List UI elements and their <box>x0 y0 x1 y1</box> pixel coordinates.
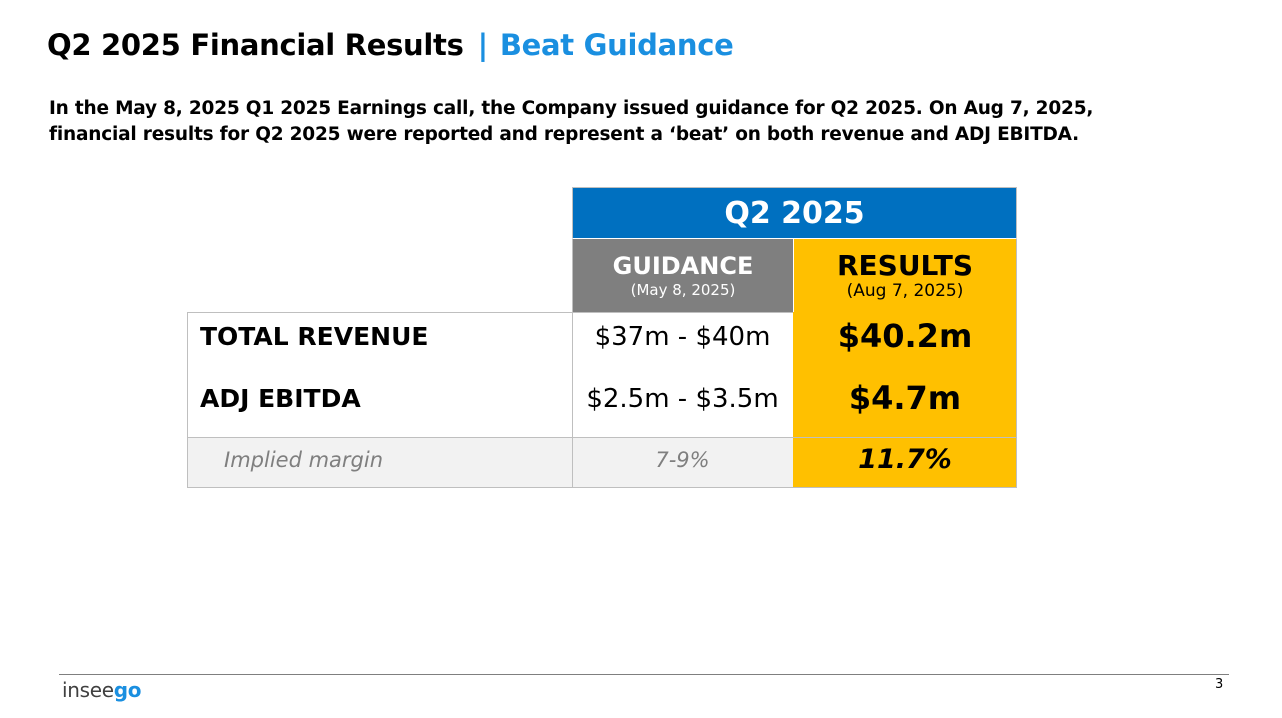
title-separator: | <box>477 28 489 62</box>
margin-row <box>187 437 793 488</box>
guidance-header-date: (May 8, 2025) <box>630 280 736 299</box>
logo-prefix: insee <box>62 678 114 702</box>
results-header-date: (Aug 7, 2025) <box>846 280 964 301</box>
result-adj-ebitda: $4.7m <box>848 379 962 417</box>
title-main: Q2 2025 Financial Results <box>47 28 464 62</box>
results-header-label: RESULTS <box>836 248 974 282</box>
guidance-column <box>572 312 793 437</box>
row-label-implied-margin: Implied margin <box>224 448 384 472</box>
page-number: 3 <box>1215 677 1224 692</box>
row-label-total-revenue: TOTAL REVENUE <box>200 322 429 351</box>
guidance-header: GUIDANCE (May 8, 2025) <box>572 238 793 312</box>
results-header: RESULTS (Aug 7, 2025) <box>793 238 1017 312</box>
margin-row-divider <box>572 437 573 488</box>
result-implied-margin: 11.7% <box>858 444 952 475</box>
guidance-implied-margin: 7-9% <box>655 448 710 472</box>
guidance-header-label: GUIDANCE <box>612 251 754 280</box>
period-header: Q2 2025 <box>572 187 1017 238</box>
metric-label-column <box>187 312 573 437</box>
inseego-logo: inseego <box>62 678 142 702</box>
slide-subtitle: In the May 8, 2025 Q1 2025 Earnings call… <box>49 98 1094 145</box>
logo-accent: go <box>113 678 142 702</box>
footer-divider <box>59 674 1229 675</box>
row-label-adj-ebitda: ADJ EBITDA <box>200 384 361 413</box>
results-column <box>793 312 1017 437</box>
guidance-adj-ebitda: $2.5m - $3.5m <box>586 384 779 414</box>
title-accent: Beat Guidance <box>499 28 734 62</box>
result-total-revenue: $40.2m <box>837 317 973 355</box>
guidance-total-revenue: $37m - $40m <box>594 322 771 352</box>
slide-title: Q2 2025 Financial Results | Beat Guidance <box>47 28 734 62</box>
margin-result-cell <box>793 437 1017 488</box>
